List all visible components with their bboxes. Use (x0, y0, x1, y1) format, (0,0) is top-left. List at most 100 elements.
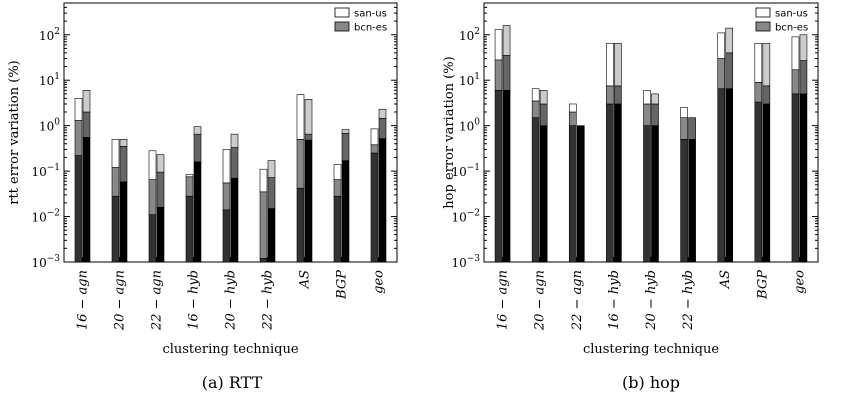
bar-san-us-segment-3 (259, 168, 268, 193)
bar-san-us-segment-3 (717, 32, 726, 59)
y-tick-base: 10 (451, 211, 466, 225)
bar-bcn-es-segment-1 (193, 161, 202, 263)
y-axis-title: rtt error variation (%) (7, 60, 22, 205)
bar-bcn-es-segment-2 (230, 147, 239, 179)
x-category-label: 16 − hyb (607, 270, 622, 330)
bar-bcn-es-segment-3 (378, 108, 387, 119)
y-axis-title: hop error variation (%) (442, 56, 457, 208)
bar-bcn-es-segment-3 (341, 129, 350, 134)
bar-bcn-es-segment-2 (651, 103, 659, 126)
x-category-label: 22 − agn (570, 270, 585, 331)
bar-san-us-segment-3 (185, 174, 194, 178)
y-tick-base: 10 (459, 74, 474, 88)
x-axis-title: clustering technique (583, 342, 719, 357)
bar-san-us-segment-3 (370, 128, 379, 146)
bar-san-us-segment-2 (259, 191, 268, 259)
bar-san-us-segment-3 (494, 29, 503, 61)
bar-san-us-segment-2 (606, 85, 614, 105)
bar-bcn-es-segment-3 (304, 99, 313, 135)
y-tick-base: 10 (31, 256, 46, 270)
bar-bcn-es-segment-1 (156, 206, 165, 263)
bar-san-us-segment-1 (222, 209, 231, 263)
bar-bcn-es-segment-1 (539, 125, 548, 263)
bar-san-us-segment-3 (606, 42, 614, 87)
y-tick-label: 10−2 (31, 209, 60, 225)
y-tick-label: 100 (39, 118, 60, 134)
bar-san-us-segment-2 (148, 179, 157, 215)
bar-bcn-es-segment-1 (725, 88, 734, 263)
bar-san-us-segment-2 (370, 144, 379, 154)
y-tick-exponent: −1 (47, 163, 60, 173)
x-category-label: 16 − hyb (187, 270, 202, 330)
bar-bcn-es-segment-1 (576, 125, 585, 263)
y-tick-label: 10−1 (31, 163, 60, 179)
bar-san-us-segment-2 (296, 139, 305, 189)
y-tick-base: 10 (31, 211, 46, 225)
legend-label: san-us (354, 9, 387, 20)
y-tick-label: 10−3 (451, 254, 480, 270)
bar-san-us-segment-3 (680, 107, 688, 118)
x-category-label: 16 − agn (76, 270, 91, 330)
legend-swatch (755, 21, 771, 32)
x-category-label: BGP (335, 270, 350, 300)
bar-san-us-segment-3 (222, 149, 231, 184)
legend-swatch (755, 7, 771, 18)
bar-san-us-segment-3 (148, 150, 157, 180)
bar-bcn-es-segment-2 (378, 118, 387, 139)
bar-san-us-segment-1 (259, 258, 268, 263)
y-tick-base: 10 (451, 256, 466, 270)
panel-caption: (a) RTT (202, 373, 263, 392)
x-category-label: 22 − hyb (681, 270, 696, 331)
y-tick-base: 10 (39, 120, 54, 134)
bar-san-us-segment-1 (333, 195, 342, 263)
x-category-label: 20 − hyb (644, 270, 659, 331)
bar-san-us-segment-1 (185, 195, 194, 263)
bar-bcn-es-segment-3 (82, 89, 91, 113)
bar-san-us-segment-1 (74, 155, 83, 263)
bar-bcn-es-segment-2 (799, 60, 808, 95)
bar-bcn-es-segment-2 (119, 146, 128, 183)
y-tick-label: 10−1 (451, 163, 480, 179)
bar-bcn-es-segment-2 (193, 133, 202, 163)
bar-san-us-segment-1 (148, 214, 157, 263)
bar-bcn-es-segment-2 (725, 52, 734, 90)
bar-bcn-es-segment-2 (82, 111, 91, 138)
bar-san-us-segment-2 (754, 81, 763, 103)
y-tick-label: 10−2 (451, 209, 480, 225)
bar-san-us-segment-2 (222, 182, 231, 211)
x-category-label: geo (792, 270, 807, 294)
x-axis-title: clustering technique (162, 342, 298, 357)
bar-san-us-segment-2 (643, 103, 651, 126)
y-tick-exponent: 1 (54, 72, 60, 82)
legend-label: bcn-es (775, 23, 808, 34)
bar-bcn-es-segment-3 (267, 160, 276, 178)
y-tick-exponent: −3 (47, 254, 61, 264)
bar-bcn-es-segment-1 (502, 89, 511, 263)
bar-san-us-segment-1 (568, 125, 577, 263)
bar-bcn-es-segment-3 (193, 126, 202, 135)
x-category-label: BGP (755, 270, 770, 300)
bar-bcn-es-segment-1 (799, 93, 808, 263)
bar-bcn-es-segment-3 (651, 93, 659, 105)
bar-bcn-es-segment-1 (762, 103, 771, 263)
bar-san-us-segment-1 (754, 101, 763, 263)
y-tick-label: 10−3 (31, 254, 60, 270)
bar-bcn-es-segment-3 (502, 25, 511, 56)
bar-san-us-segment-3 (791, 36, 800, 71)
x-category-label: geo (372, 270, 387, 294)
bar-bcn-es-segment-1 (614, 103, 622, 263)
bar-bcn-es-segment-2 (156, 171, 165, 208)
bar-san-us-segment-1 (494, 89, 503, 263)
bar-san-us-segment-2 (74, 120, 83, 156)
bar-san-us-segment-2 (531, 100, 540, 118)
bar-san-us-segment-1 (643, 125, 651, 263)
y-tick-exponent: 1 (474, 72, 480, 82)
bar-san-us-segment-1 (606, 103, 614, 263)
y-tick-exponent: 2 (474, 27, 480, 37)
bar-bcn-es-segment-1 (651, 125, 659, 263)
bar-bcn-es-segment-3 (539, 89, 548, 105)
bar-bcn-es-segment-2 (267, 177, 276, 209)
y-tick-label: 101 (459, 72, 480, 88)
